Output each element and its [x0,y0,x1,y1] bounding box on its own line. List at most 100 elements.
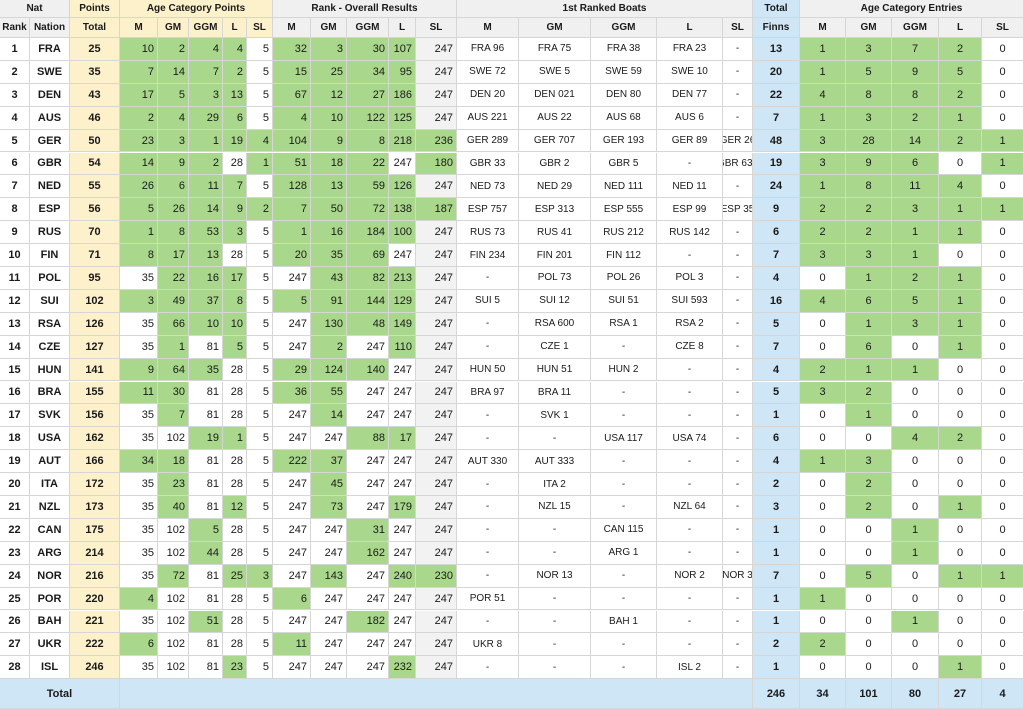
row-rank-ggm: 247 [347,404,389,428]
row-entries-sl: 0 [982,404,1024,428]
row-boat-ggm: - [591,473,657,496]
row-entries-ggm: 1 [892,358,939,382]
row-total-points: 222 [70,633,120,657]
row-rank-sl: 247 [416,633,457,657]
row-rank-sl: 247 [416,60,457,84]
row-points-l: 9 [223,198,247,222]
row-rank: 10 [0,244,30,267]
row-rank-gm: 143 [311,564,347,588]
row-rank-gm: 16 [311,221,347,245]
row-boat-m: AUS 221 [457,106,519,130]
row-entries-m: 3 [800,129,846,153]
row-rank-sl: 247 [416,541,457,565]
row-points-m: 35 [120,564,158,588]
row-rank-m: 20 [273,244,311,267]
row-boat-ggm: BAH 1 [591,610,657,634]
row-points-l: 28 [223,473,247,496]
row-entries-m: 0 [800,473,846,496]
row-entries-gm: 3 [846,106,892,130]
row-points-sl: 5 [247,106,273,130]
row-rank-gm: 247 [311,610,347,634]
row-entries-sl: 0 [982,358,1024,382]
row-points-sl: 5 [247,60,273,84]
row-rank-gm: 43 [311,267,347,290]
row-boat-l: - [657,450,723,474]
row-rank-gm: 73 [311,496,347,519]
row-entries-sl: 0 [982,244,1024,267]
row-points-gm: 102 [158,656,189,680]
row-entries-gm: 1 [846,312,892,336]
row-boat-m: RUS 73 [457,221,519,245]
row-entries-m: 0 [800,610,846,634]
row-rank-m: 247 [273,312,311,336]
row-points-sl: 5 [247,450,273,474]
row-rank: 19 [0,450,30,474]
row-entries-sl: 0 [982,427,1024,451]
row-entries-ggm: 2 [892,267,939,290]
row-rank-l: 126 [389,175,416,199]
row-rank-gm: 9 [311,129,347,153]
row-rank-l: 247 [389,473,416,496]
row-entries-gm: 6 [846,335,892,359]
row-rank-ggm: 247 [347,587,389,611]
row-entries-gm: 0 [846,541,892,565]
row-points-m: 35 [120,312,158,336]
row-entries-m: 0 [800,404,846,428]
row-boat-gm: SWE 5 [519,60,591,84]
row-rank-m: 51 [273,152,311,176]
row-entries-l: 2 [939,38,982,61]
row-rank: 21 [0,496,30,519]
row-nation: ARG [30,541,70,565]
row-rank-l: 213 [389,267,416,290]
row-points-m: 35 [120,496,158,519]
row-entries-sl: 0 [982,175,1024,199]
row-entries-m: 1 [800,175,846,199]
row-points-l: 10 [223,312,247,336]
row-rank-ggm: 31 [347,518,389,542]
row-boat-sl: - [723,244,753,267]
header-boat-l: L [657,18,723,38]
row-boat-ggm: - [591,633,657,657]
row-boat-gm: FIN 201 [519,244,591,267]
row-entries-ggm: 7 [892,38,939,61]
row-finns: 5 [753,312,800,336]
row-entries-m: 3 [800,244,846,267]
row-boat-m: - [457,335,519,359]
row-boat-sl: - [723,289,753,313]
row-boat-gm: - [519,541,591,565]
row-total-points: 220 [70,587,120,611]
row-rank-gm: 247 [311,587,347,611]
row-rank-sl: 187 [416,198,457,222]
row-boat-l: CZE 8 [657,335,723,359]
row-rank-m: 247 [273,404,311,428]
row-points-sl: 5 [247,541,273,565]
row-boat-sl: - [723,656,753,680]
footer-total-label: Total [0,679,120,709]
row-rank-l: 247 [389,358,416,382]
row-rank-gm: 12 [311,83,347,107]
row-boat-sl: - [723,175,753,199]
row-rank-ggm: 184 [347,221,389,245]
row-rank-m: 4 [273,106,311,130]
row-boat-ggm: AUS 68 [591,106,657,130]
row-rank-m: 7 [273,198,311,222]
row-finns: 13 [753,38,800,61]
row-nation: NOR [30,564,70,588]
row-rank-sl: 247 [416,610,457,634]
row-entries-gm: 0 [846,610,892,634]
row-rank-ggm: 144 [347,289,389,313]
row-points-ggm: 10 [189,312,223,336]
row-boat-sl: NOR 3 [723,564,753,588]
row-rank-l: 247 [389,541,416,565]
row-boat-m: UKR 8 [457,633,519,657]
header-entries-gm: GM [846,18,892,38]
row-boat-l: - [657,587,723,611]
row-points-m: 35 [120,267,158,290]
row-points-sl: 3 [247,564,273,588]
row-entries-l: 2 [939,83,982,107]
row-points-ggm: 3 [189,83,223,107]
row-points-l: 6 [223,106,247,130]
row-boat-m: - [457,564,519,588]
row-rank-l: 125 [389,106,416,130]
row-total-points: 71 [70,244,120,267]
